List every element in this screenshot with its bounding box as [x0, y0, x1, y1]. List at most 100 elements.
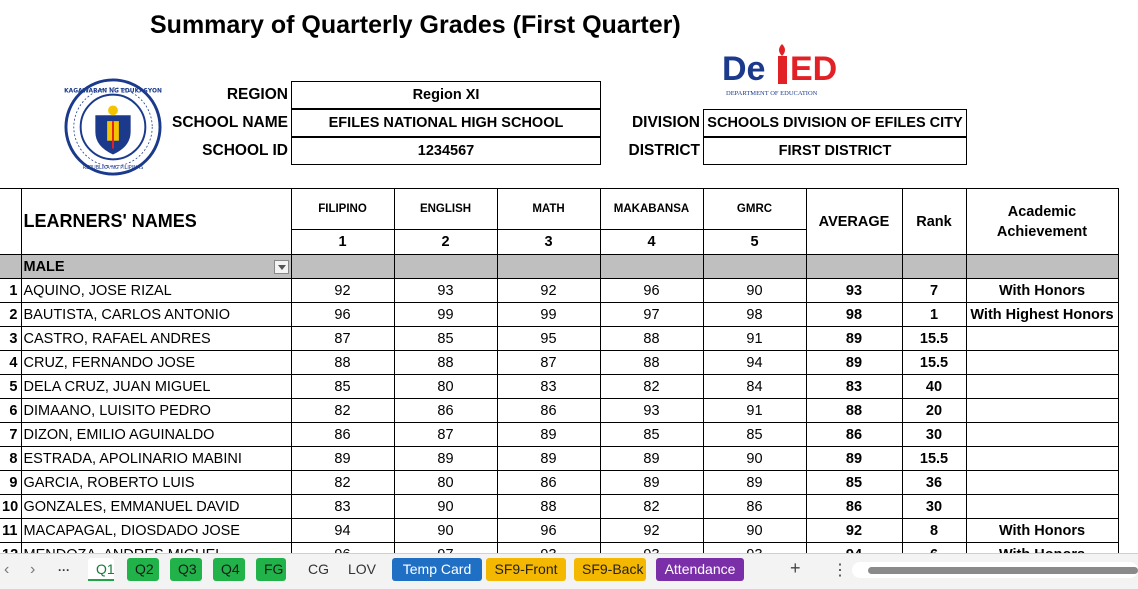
grade-cell[interactable]: 87	[496, 350, 601, 375]
achievement-cell[interactable]	[965, 398, 1119, 423]
row-number[interactable]: 11	[0, 518, 22, 543]
achievement-cell[interactable]	[965, 470, 1119, 495]
grade-cell[interactable]: 90	[393, 518, 498, 543]
next-sheet-icon[interactable]: ›	[30, 561, 36, 578]
achievement-cell[interactable]	[965, 374, 1119, 399]
average-cell[interactable]: 83	[805, 374, 903, 399]
grade-cell[interactable]: 82	[290, 470, 395, 495]
grade-cell[interactable]: 92	[496, 278, 601, 303]
grade-cell[interactable]: 88	[599, 350, 704, 375]
grade-cell[interactable]: 93	[599, 398, 704, 423]
rank-cell[interactable]: 36	[901, 470, 967, 495]
rank-cell[interactable]: 15.5	[901, 326, 967, 351]
sheet-tab-q3[interactable]: Q3	[170, 558, 202, 581]
more-sheets-icon[interactable]: ···	[58, 563, 70, 577]
row-number[interactable]: 5	[0, 374, 22, 399]
add-sheet-icon[interactable]: +	[790, 558, 801, 578]
grade-cell[interactable]: 86	[496, 398, 601, 423]
learner-name[interactable]: GARCIA, ROBERTO LUIS	[20, 470, 292, 495]
grade-cell[interactable]: 83	[290, 494, 395, 519]
grade-cell[interactable]: 96	[290, 542, 395, 553]
learner-name[interactable]: MACAPAGAL, DIOSDADO JOSE	[20, 518, 292, 543]
grade-cell[interactable]: 97	[393, 542, 498, 553]
grade-cell[interactable]: 93	[702, 542, 807, 553]
grade-cell[interactable]: 93	[393, 278, 498, 303]
rank-cell[interactable]: 20	[901, 398, 967, 423]
row-number[interactable]: 7	[0, 422, 22, 447]
learner-name[interactable]: CASTRO, RAFAEL ANDRES	[20, 326, 292, 351]
grade-cell[interactable]: 83	[496, 374, 601, 399]
achievement-cell[interactable]	[965, 422, 1119, 447]
grade-cell[interactable]: 96	[599, 278, 704, 303]
learner-name[interactable]: AQUINO, JOSE RIZAL	[20, 278, 292, 303]
learner-name[interactable]: MENDOZA, ANDRES MIGUEL	[20, 542, 292, 553]
scrollbar-thumb[interactable]	[868, 567, 1138, 574]
school-name-value[interactable]: EFILES NATIONAL HIGH SCHOOL	[291, 109, 601, 137]
grade-cell[interactable]: 92	[599, 518, 704, 543]
sheet-tab-lov[interactable]: LOV	[348, 561, 377, 577]
grade-cell[interactable]: 98	[702, 302, 807, 327]
grade-cell[interactable]: 82	[599, 494, 704, 519]
average-cell[interactable]: 93	[805, 278, 903, 303]
grade-cell[interactable]: 89	[393, 446, 498, 471]
grade-cell[interactable]: 82	[599, 374, 704, 399]
grade-cell[interactable]: 86	[290, 422, 395, 447]
row-number[interactable]: 3	[0, 326, 22, 351]
row-number[interactable]: 8	[0, 446, 22, 471]
grade-cell[interactable]: 85	[702, 422, 807, 447]
grade-cell[interactable]: 94	[702, 350, 807, 375]
learner-name[interactable]: DIZON, EMILIO AGUINALDO	[20, 422, 292, 447]
school-id-value[interactable]: 1234567	[291, 137, 601, 165]
average-cell[interactable]: 89	[805, 446, 903, 471]
grade-cell[interactable]: 88	[290, 350, 395, 375]
district-value[interactable]: FIRST DISTRICT	[703, 137, 967, 165]
sheet-menu-icon[interactable]: ⋮	[832, 562, 848, 579]
grade-cell[interactable]: 80	[393, 374, 498, 399]
grade-cell[interactable]: 84	[702, 374, 807, 399]
learner-name[interactable]: BAUTISTA, CARLOS ANTONIO	[20, 302, 292, 327]
region-value[interactable]: Region XI	[291, 81, 601, 109]
grade-cell[interactable]: 89	[702, 470, 807, 495]
grade-cell[interactable]: 86	[702, 494, 807, 519]
rank-cell[interactable]: 40	[901, 374, 967, 399]
filter-dropdown-icon[interactable]	[273, 259, 289, 274]
grade-cell[interactable]: 85	[393, 326, 498, 351]
grade-cell[interactable]: 93	[599, 542, 704, 553]
grade-cell[interactable]: 89	[496, 446, 601, 471]
grade-cell[interactable]: 86	[496, 470, 601, 495]
sheet-tab-attendance[interactable]: Attendance	[656, 558, 744, 581]
rank-cell[interactable]: 6	[901, 542, 967, 553]
grade-cell[interactable]: 80	[393, 470, 498, 495]
row-number[interactable]: 4	[0, 350, 22, 375]
grade-cell[interactable]: 85	[290, 374, 395, 399]
grade-cell[interactable]: 91	[702, 398, 807, 423]
grade-cell[interactable]: 88	[496, 494, 601, 519]
average-cell[interactable]: 89	[805, 350, 903, 375]
achievement-cell[interactable]: With Honors	[965, 542, 1119, 553]
grade-cell[interactable]: 90	[702, 278, 807, 303]
average-cell[interactable]: 92	[805, 518, 903, 543]
grade-cell[interactable]: 87	[290, 326, 395, 351]
prev-sheet-icon[interactable]: ‹	[4, 561, 10, 578]
row-number[interactable]: 2	[0, 302, 22, 327]
achievement-cell[interactable]	[965, 494, 1119, 519]
grade-cell[interactable]: 90	[702, 446, 807, 471]
grade-cell[interactable]: 99	[496, 302, 601, 327]
grade-cell[interactable]: 89	[496, 422, 601, 447]
average-cell[interactable]: 86	[805, 494, 903, 519]
grade-cell[interactable]: 93	[496, 542, 601, 553]
grade-cell[interactable]: 89	[599, 470, 704, 495]
row-number[interactable]: 10	[0, 494, 22, 519]
row-number[interactable]: 6	[0, 398, 22, 423]
grade-cell[interactable]: 88	[393, 350, 498, 375]
row-number[interactable]: 12	[0, 542, 22, 553]
grade-cell[interactable]: 94	[290, 518, 395, 543]
grade-cell[interactable]: 90	[393, 494, 498, 519]
sheet-tab-sf9-front[interactable]: SF9-Front	[486, 558, 566, 581]
sheet-tab-q4[interactable]: Q4	[213, 558, 245, 581]
sheet-tab-sf9-back[interactable]: SF9-Back	[574, 558, 646, 581]
grade-cell[interactable]: 89	[290, 446, 395, 471]
sheet-tab-cg[interactable]: CG	[308, 561, 329, 577]
rank-cell[interactable]: 15.5	[901, 350, 967, 375]
grade-cell[interactable]: 89	[599, 446, 704, 471]
